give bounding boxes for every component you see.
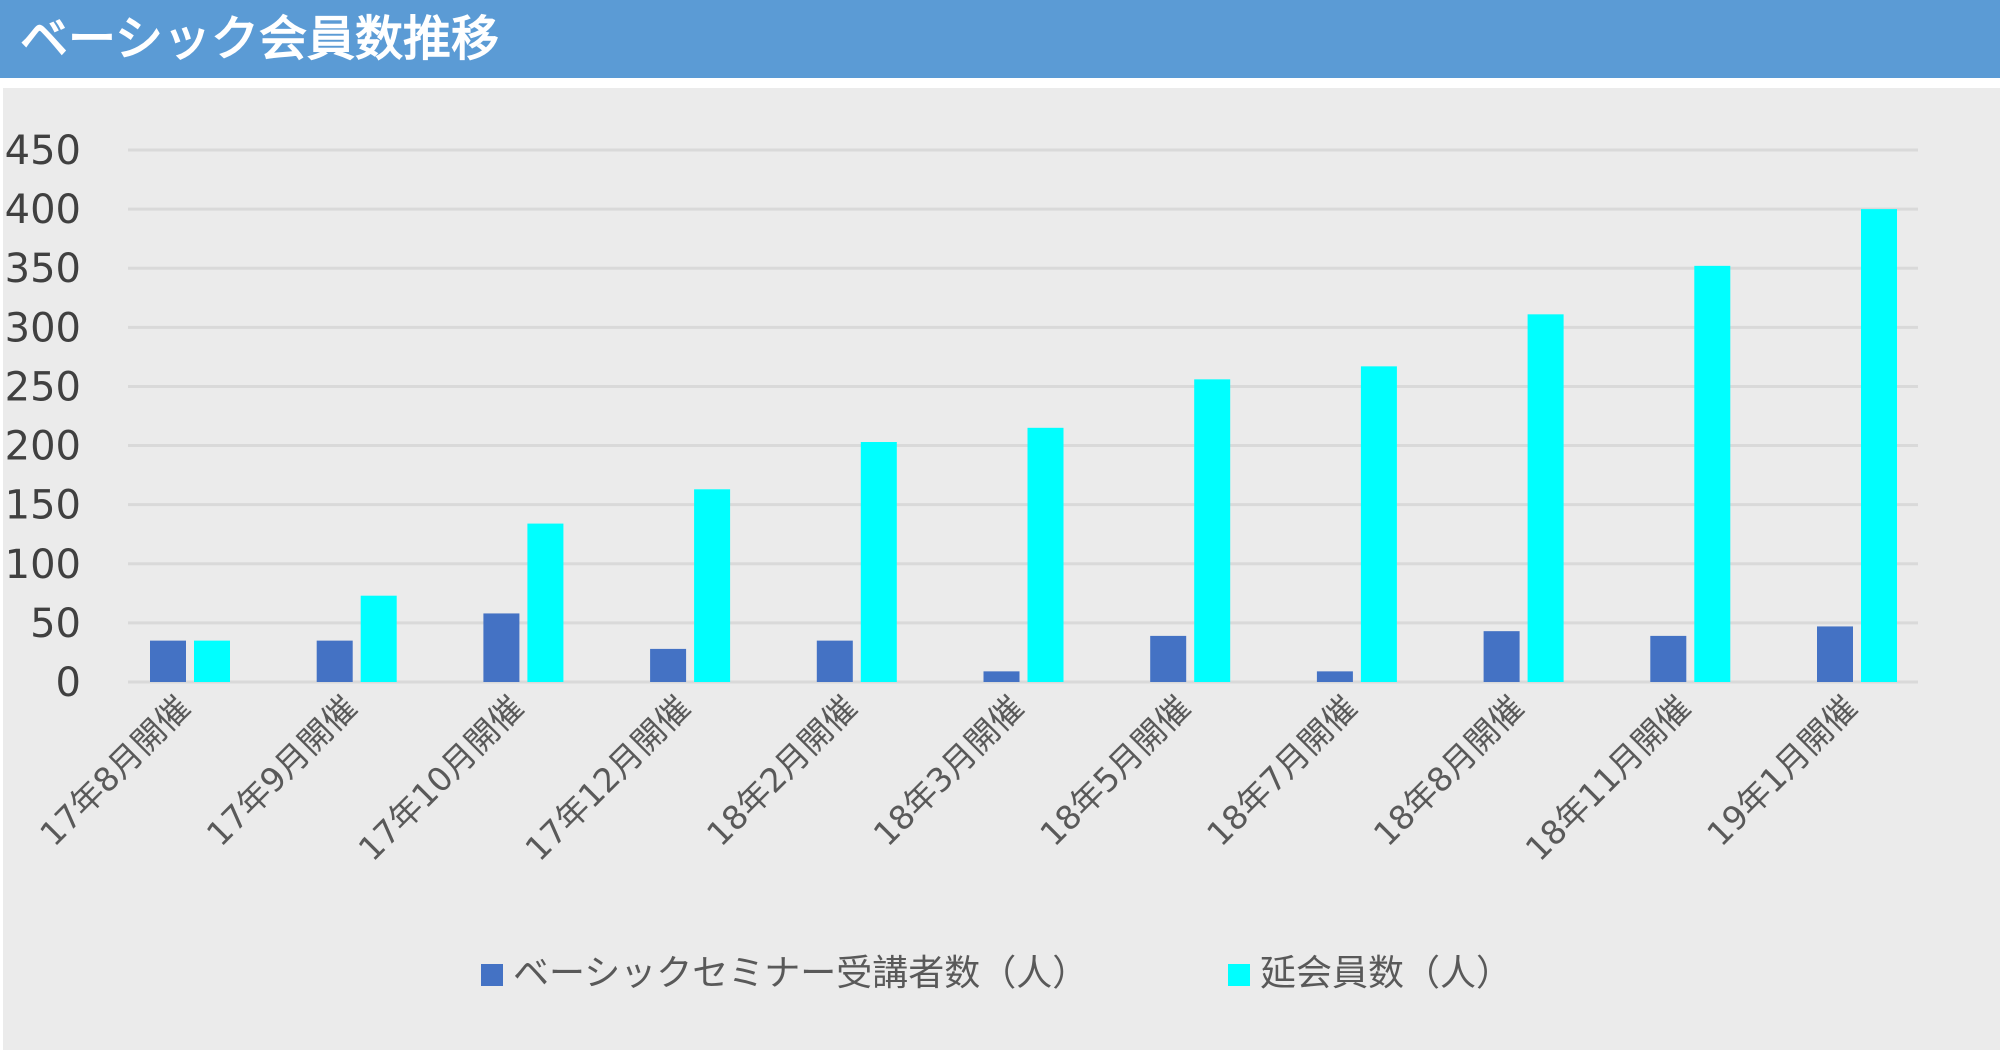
legend-swatch-members	[1228, 964, 1250, 986]
bar-seminar-attendees	[1817, 626, 1853, 682]
bar-seminar-attendees	[1150, 635, 1187, 682]
x-tick-label: 19年1月開催	[1699, 688, 1864, 853]
y-tick-label: 100	[5, 542, 81, 588]
chart-area: 0 50 100 150 200 250 300 350 400 450 17年8月開催 17年9月開…	[3, 88, 2000, 1050]
bar-chart: 0 50 100 150 200 250 300 350 400 450 17年8月開催 17年9月開…	[5, 128, 1918, 994]
y-tick-label: 0	[56, 660, 81, 706]
x-tick-label: 17年10月開催	[351, 688, 531, 868]
bar-seminar-attendees	[1316, 671, 1353, 682]
y-tick-label: 400	[5, 187, 81, 233]
bar-seminar-attendees	[983, 671, 1020, 682]
x-tick-label: 18年11月開催	[1518, 688, 1698, 868]
bar-total-members	[360, 595, 397, 682]
bar-total-members	[1861, 209, 1897, 682]
y-tick-label: 150	[5, 483, 81, 529]
title-bar: ベーシック会員数推移	[0, 0, 2000, 78]
page-title: ベーシック会員数推移	[20, 11, 500, 67]
x-tick-label: 18年2月開催	[699, 688, 864, 853]
bar-total-members	[1527, 314, 1564, 682]
bar-seminar-attendees	[1483, 631, 1520, 682]
y-tick-label: 450	[5, 128, 81, 174]
bar-total-members	[194, 640, 230, 682]
bar-total-members	[694, 489, 731, 682]
bar-total-members	[527, 523, 564, 682]
y-tick-label: 200	[5, 424, 81, 470]
bar-seminar-attendees	[150, 640, 186, 682]
bar-seminar-attendees	[483, 613, 520, 682]
x-tick-label: 18年5月開催	[1032, 688, 1197, 853]
legend-label-seminar: ベーシックセミナー受講者数（人）	[513, 953, 1088, 994]
x-tick-label: 18年7月開催	[1199, 688, 1364, 853]
bar-total-members	[860, 442, 897, 682]
legend-swatch-seminar	[481, 964, 503, 986]
bar-total-members	[1360, 366, 1397, 682]
x-tick-label: 18年3月開催	[866, 688, 1031, 853]
bar-seminar-attendees	[650, 648, 687, 682]
bar-seminar-attendees	[816, 640, 853, 682]
legend-label-members: 延会員数（人）	[1260, 953, 1512, 994]
x-tick-label: 17年9月開催	[199, 688, 364, 853]
y-tick-label: 300	[5, 305, 81, 351]
bar-total-members	[1194, 379, 1231, 682]
y-tick-label: 350	[5, 246, 81, 292]
y-tick-label: 250	[5, 364, 81, 410]
bar-total-members	[1027, 427, 1064, 682]
x-tick-label: 18年8月開催	[1366, 688, 1531, 853]
x-tick-label: 17年12月開催	[517, 688, 697, 868]
bar-seminar-attendees	[1650, 635, 1687, 682]
x-tick-label: 17年8月開催	[32, 688, 197, 853]
bar-total-members	[1694, 265, 1731, 682]
bar-seminar-attendees	[316, 640, 353, 682]
y-tick-label: 50	[30, 601, 81, 647]
